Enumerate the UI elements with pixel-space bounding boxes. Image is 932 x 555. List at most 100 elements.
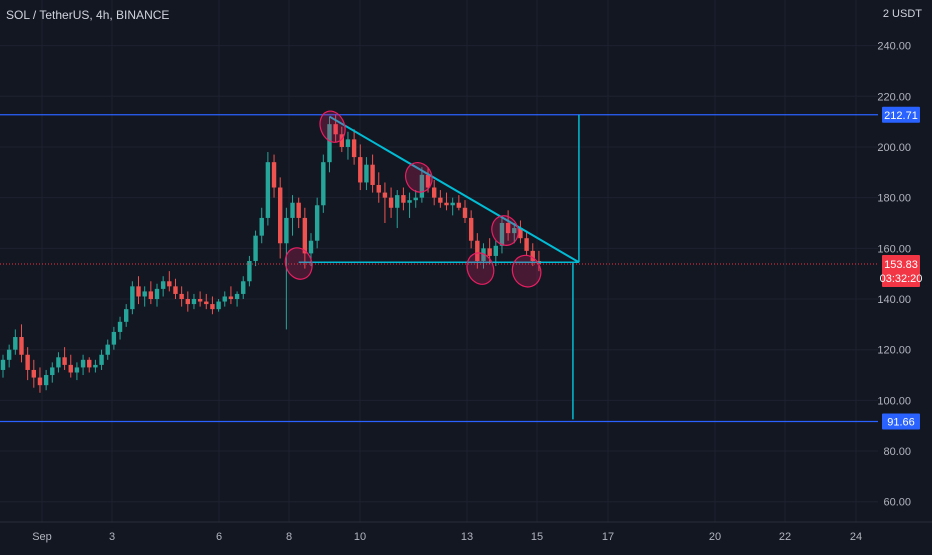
- candle-up: [50, 367, 55, 376]
- candle-down: [462, 207, 468, 218]
- candle-up: [253, 235, 258, 261]
- x-tick-label: 13: [461, 531, 473, 543]
- currency-label[interactable]: 2 USDT: [882, 8, 922, 20]
- y-tick-label: 220.00: [877, 91, 911, 103]
- candle-up: [130, 286, 135, 310]
- candle-down: [148, 291, 154, 300]
- candle-up: [259, 217, 264, 236]
- candle-up: [450, 202, 455, 206]
- candle-up: [512, 228, 517, 234]
- candle-down: [475, 240, 480, 261]
- x-tick-label: 8: [286, 531, 292, 543]
- candle-down: [388, 197, 394, 208]
- y-tick-label: 200.00: [877, 142, 911, 154]
- y-tick-label: 120.00: [877, 345, 911, 357]
- candle-up: [265, 162, 271, 218]
- y-tick-label: 100.00: [877, 395, 911, 407]
- candle-down: [179, 293, 184, 300]
- candle-down: [167, 281, 172, 287]
- candle-up: [241, 281, 246, 294]
- x-tick-label: 24: [850, 531, 862, 543]
- candle-down: [438, 197, 443, 203]
- candle-up: [481, 248, 486, 261]
- price-axis[interactable]: 240.00 220.00 200.00 180.00 160.00 140.00 120.…: [877, 0, 932, 550]
- candle-down: [505, 222, 511, 234]
- candle-down: [302, 217, 308, 254]
- level-badge: [882, 413, 920, 430]
- candle-up: [43, 375, 49, 386]
- candle-down: [530, 250, 535, 261]
- candle-up: [0, 359, 6, 370]
- candle-down: [351, 139, 357, 158]
- candle-up: [222, 296, 227, 302]
- candle-down: [518, 228, 523, 239]
- candle-up: [419, 174, 425, 198]
- candle-down: [444, 202, 449, 206]
- level-badge: [882, 106, 920, 123]
- candle-up: [314, 205, 320, 241]
- y-tick-label: 140.00: [877, 294, 911, 306]
- level-badge-label: 91.66: [887, 417, 915, 429]
- touch-point-highlight: [284, 247, 313, 280]
- candle-down: [228, 296, 234, 300]
- touch-point-highlight: [491, 215, 519, 246]
- candle-up: [308, 240, 314, 254]
- candle-up: [364, 164, 369, 183]
- candle-up: [499, 222, 505, 246]
- candle-down: [271, 162, 277, 188]
- candle-down: [210, 304, 215, 310]
- candle-up: [247, 261, 252, 282]
- candle-up: [216, 301, 221, 310]
- time-axis[interactable]: Sep 3 6 8 10 13 15 17 20 22 24: [0, 521, 932, 543]
- candle-up: [80, 359, 86, 368]
- y-tick-label: 80.00: [883, 446, 911, 458]
- candle-down: [136, 286, 141, 297]
- x-tick-label: 15: [531, 531, 543, 543]
- candle-up: [142, 291, 147, 297]
- candle-down: [25, 354, 30, 370]
- candle-up: [407, 200, 412, 203]
- candle-up: [117, 321, 123, 332]
- candle-down: [425, 174, 431, 188]
- y-tick-label: 60.00: [883, 497, 911, 509]
- x-tick-label: Sep: [32, 531, 52, 543]
- x-tick-label: 10: [354, 531, 366, 543]
- candle-up: [234, 293, 240, 300]
- x-tick-label: 20: [709, 531, 721, 543]
- descending-trendline: [328, 115, 580, 264]
- candle-down: [87, 359, 92, 368]
- candle-up: [290, 202, 295, 218]
- candle-up: [105, 344, 110, 355]
- candle-up: [284, 217, 289, 244]
- candle-down: [173, 286, 178, 294]
- candle-up: [493, 245, 498, 256]
- candle-down: [358, 157, 363, 183]
- candle-down: [278, 187, 283, 244]
- candle-up: [321, 162, 326, 206]
- candle-up: [395, 195, 400, 208]
- symbol-title[interactable]: SOL / TetherUS, 4h, BINANCE: [6, 8, 170, 22]
- touch-point-highlight: [319, 110, 346, 143]
- drawings[interactable]: [0, 108, 878, 423]
- candle-down: [432, 187, 437, 198]
- x-tick-label: 6: [216, 531, 222, 543]
- candle-down: [456, 202, 462, 208]
- candle-down: [68, 364, 73, 373]
- candle-down: [401, 195, 406, 203]
- candle-up: [160, 281, 166, 289]
- candle-down: [197, 299, 203, 302]
- x-tick-label: 3: [109, 531, 115, 543]
- candle-up: [111, 331, 117, 345]
- candle-down: [487, 248, 492, 256]
- candle-up: [99, 354, 104, 365]
- candle-down: [37, 377, 43, 386]
- candle-down: [62, 357, 67, 365]
- candles[interactable]: [0, 114, 542, 393]
- level-badge-label: 212.71: [884, 110, 918, 122]
- candle-up: [93, 364, 98, 368]
- candle-down: [19, 337, 24, 355]
